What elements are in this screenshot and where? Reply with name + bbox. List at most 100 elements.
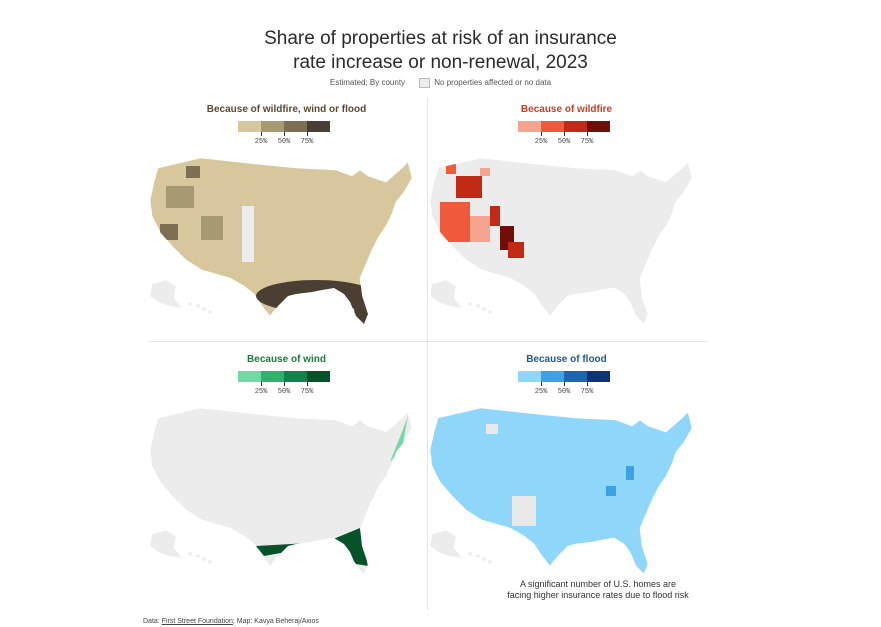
legend-combined: 25% 50% 75% bbox=[238, 121, 332, 151]
map-region-combined-3 bbox=[166, 186, 194, 208]
legend-tick bbox=[261, 132, 262, 136]
legend-swatch-1 bbox=[238, 371, 261, 382]
hawaii-island-1 bbox=[196, 304, 200, 308]
hawaii-island-1 bbox=[476, 554, 480, 558]
map-region-wildfire-5 bbox=[508, 242, 524, 258]
legend-swatch-3 bbox=[284, 371, 307, 382]
legend-label-75: 75% bbox=[580, 388, 594, 396]
map-region-flood-3 bbox=[486, 424, 498, 434]
us-map-flood bbox=[429, 407, 693, 575]
legend-swatch-4 bbox=[307, 371, 330, 382]
us-map-wildfire bbox=[429, 157, 693, 325]
alaska-shape bbox=[429, 529, 463, 559]
legend-flood: 25% 50% 75% bbox=[518, 371, 612, 401]
legend-label-25: 25% bbox=[534, 388, 548, 396]
us-map-wind bbox=[149, 407, 413, 575]
legend-swatch-3 bbox=[564, 371, 587, 382]
map-region-flood-1 bbox=[606, 486, 616, 496]
map-region-flood-0 bbox=[512, 496, 536, 526]
footer-prefix: Data: bbox=[143, 618, 162, 625]
hawaii-island-3 bbox=[488, 310, 492, 314]
legend-tick bbox=[587, 382, 588, 386]
no-data-swatch bbox=[419, 78, 431, 88]
legend-swatch-2 bbox=[541, 371, 564, 382]
legend-swatch-2 bbox=[541, 121, 564, 132]
title-line-2: rate increase or non-renewal, 2023 bbox=[293, 52, 588, 73]
hawaii-island-0 bbox=[468, 302, 472, 306]
hawaii-island-3 bbox=[208, 560, 212, 564]
hawaii-island-3 bbox=[208, 310, 212, 314]
map-region-combined-2 bbox=[376, 238, 396, 274]
map-region-wildfire-6 bbox=[446, 164, 456, 174]
legend-tick bbox=[307, 382, 308, 386]
map-region-wildfire-1 bbox=[456, 176, 482, 198]
panel-divider-vertical bbox=[427, 98, 428, 610]
map-region-flood-2 bbox=[626, 466, 634, 480]
alaska-shape bbox=[149, 529, 183, 559]
panel-combined: Because of wildfire, wind or flood 25% 5… bbox=[146, 104, 427, 354]
hawaii-island-3 bbox=[488, 560, 492, 564]
legend-label-75: 75% bbox=[300, 388, 314, 396]
note-line-2: facing higher insurance rates due to flo… bbox=[507, 590, 689, 600]
legend-swatch-1 bbox=[518, 121, 541, 132]
map-wildfire bbox=[426, 146, 696, 336]
map-flood bbox=[426, 396, 696, 586]
legend-label-75: 75% bbox=[300, 138, 314, 146]
legend-tick bbox=[541, 382, 542, 386]
legend-wildfire: 25% 50% 75% bbox=[518, 121, 612, 151]
legend-tick bbox=[284, 132, 285, 136]
map-region-combined-5 bbox=[160, 224, 178, 240]
title-line-1: Share of properties at risk of an insura… bbox=[264, 28, 617, 49]
map-region-wildfire-2 bbox=[470, 216, 490, 242]
footer-suffix: ; Map: Kavya Beheraj/Axios bbox=[232, 618, 319, 625]
legend-swatch-2 bbox=[261, 371, 284, 382]
map-region-wildfire-7 bbox=[480, 168, 490, 176]
us-map-combined bbox=[149, 157, 413, 325]
legend-tick bbox=[261, 382, 262, 386]
map-region-wildfire-3 bbox=[490, 206, 500, 226]
hawaii-island-2 bbox=[482, 557, 486, 561]
map-region-combined-1 bbox=[354, 284, 374, 324]
hawaii-island-0 bbox=[468, 552, 472, 556]
hawaii-island-1 bbox=[476, 304, 480, 308]
panel-flood: Because of flood 25% 50% 75% bbox=[426, 354, 707, 604]
legend-tick bbox=[307, 132, 308, 136]
hawaii-island-2 bbox=[202, 557, 206, 561]
legend-swatch-3 bbox=[564, 121, 587, 132]
legend-label-50: 50% bbox=[557, 388, 571, 396]
subtitle-row: Estimated; By county No properties affec… bbox=[0, 78, 881, 88]
map-region-wildfire-0 bbox=[440, 202, 470, 242]
flood-annotation: A significant number of U.S. homes are f… bbox=[468, 579, 728, 601]
legend-tick bbox=[587, 132, 588, 136]
legend-swatch-2 bbox=[261, 121, 284, 132]
hawaii-island-0 bbox=[188, 302, 192, 306]
legend-label-50: 50% bbox=[277, 388, 291, 396]
legend-wind: 25% 50% 75% bbox=[238, 371, 332, 401]
legend-swatch-3 bbox=[284, 121, 307, 132]
legend-swatch-4 bbox=[587, 121, 610, 132]
legend-label-25: 25% bbox=[534, 138, 548, 146]
legend-label-75: 75% bbox=[580, 138, 594, 146]
alaska-shape bbox=[429, 279, 463, 309]
estimated-note: Estimated; By county bbox=[329, 78, 406, 88]
no-data-label: No properties affected or no data bbox=[434, 78, 552, 88]
source-link[interactable]: First Street Foundation bbox=[161, 618, 233, 625]
legend-swatch-4 bbox=[307, 121, 330, 132]
panel-wind: Because of wind 25% 50% 75% bbox=[146, 354, 427, 604]
legend-swatch-1 bbox=[518, 371, 541, 382]
map-region-combined-4 bbox=[201, 216, 223, 240]
source-footer: Data: First Street Foundation; Map: Kavy… bbox=[143, 618, 319, 625]
legend-tick bbox=[541, 132, 542, 136]
map-wind bbox=[146, 396, 416, 586]
us-landmass bbox=[149, 407, 413, 575]
legend-label-50: 50% bbox=[277, 138, 291, 146]
map-region-combined-6 bbox=[242, 206, 254, 262]
map-region-combined-7 bbox=[186, 166, 200, 178]
alaska-shape bbox=[149, 279, 183, 309]
panel-title-flood: Because of flood bbox=[526, 354, 607, 365]
us-landmass bbox=[429, 157, 693, 325]
panel-title-wildfire: Because of wildfire bbox=[520, 104, 613, 115]
legend-tick bbox=[564, 382, 565, 386]
hawaii-island-0 bbox=[188, 552, 192, 556]
panel-divider-horizontal bbox=[148, 341, 708, 342]
